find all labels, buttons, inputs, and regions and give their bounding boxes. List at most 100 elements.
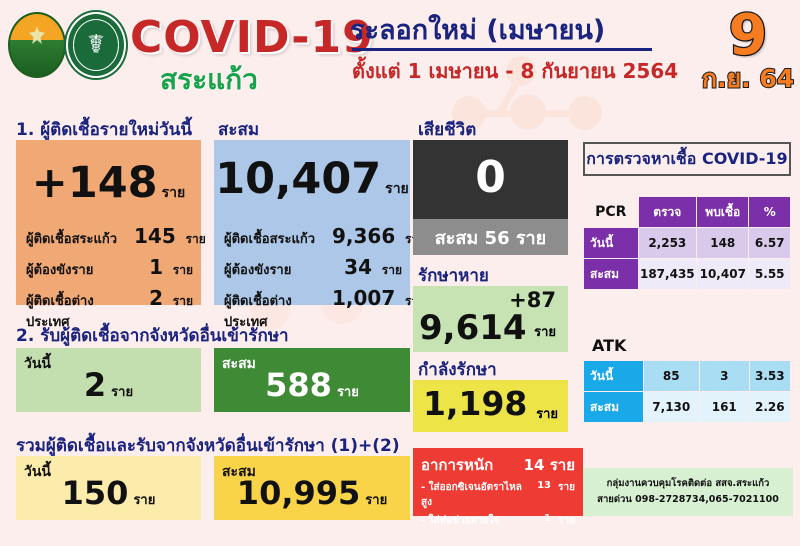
- severe-row-value: 13: [537, 480, 551, 491]
- cell-positive: 10,407: [696, 258, 750, 290]
- transfer-today-box: วันนี้ 2 ราย: [16, 348, 201, 412]
- cell-tested: 85: [642, 360, 700, 392]
- severe-title: อาการหนัก: [421, 456, 494, 474]
- transfer-cumulative-box: สะสม 588 ราย: [214, 348, 410, 412]
- deaths-title: เสียชีวิต: [418, 120, 477, 140]
- severe-row-unit: ราย: [558, 515, 575, 526]
- page-header: ☤ COVID-19 สระแก้ว ระลอกใหม่ (เมษายน) ตั…: [0, 0, 800, 112]
- total-today-value: 150: [61, 474, 129, 512]
- breakdown-value: 145: [134, 224, 176, 248]
- deaths-value: 0: [475, 152, 506, 203]
- section2-title: 2. รับผู้ติดเชื้อจากจังหวัดอื่นเข้ารักษา: [16, 326, 289, 346]
- table-header-row: PCR ตรวจ พบเชื้อ %: [583, 196, 791, 228]
- cell-tested: 7,130: [642, 391, 700, 423]
- recovered-box: +87 9,614 ราย: [413, 286, 568, 352]
- breakdown-row: ผู้ติดเชื้อต่างประเทศ 2 ราย: [26, 286, 193, 332]
- treating-value: 1,198: [423, 384, 528, 423]
- breakdown-label: ผู้ติดเชื้อต่างประเทศ: [224, 294, 292, 330]
- total-today-unit: ราย: [133, 493, 156, 508]
- cell-percent: 6.57: [748, 227, 791, 259]
- new-cases-today-unit: ราย: [161, 185, 186, 201]
- recovered-delta: +87: [509, 288, 556, 312]
- date-range: ตั้งแต่ 1 เมษายน - 8 กันยายน 2564: [352, 59, 679, 83]
- cell-percent: 3.53: [748, 360, 792, 392]
- cell-percent: 5.55: [748, 258, 791, 290]
- cell-tested: 187,435: [637, 258, 698, 290]
- cell-tested: 2,253: [637, 227, 698, 259]
- cumulative-cases-unit: ราย: [385, 181, 409, 197]
- new-cases-today-value: +148: [31, 158, 158, 208]
- testing-panel-title: การตรวจหาเชื้อ COVID-19: [583, 142, 791, 176]
- new-cases-today-box: +148 ราย ผู้ติดเชื้อสระแก้ว 145 ราย ผู้ต้…: [16, 140, 206, 330]
- severe-value: 14 ราย: [523, 456, 575, 474]
- pcr-table: PCR ตรวจ พบเชื้อ % วันนี้ 2,253 148 6.57…: [583, 196, 791, 290]
- breakdown-label: ผู้ติดเชื้อสระแก้ว: [224, 232, 316, 247]
- breakdown-row: ผู้ติดเชื้อสระแก้ว 145 ราย: [26, 224, 206, 249]
- column-header-tested: ตรวจ: [637, 196, 698, 228]
- cumulative-cases-value: 10,407: [215, 154, 382, 204]
- atk-label: ATK: [592, 336, 627, 355]
- breakdown-label: ผู้ติดเชื้อต่างประเทศ: [26, 294, 94, 330]
- table-row: วันนี้ 2,253 148 6.57: [583, 227, 791, 259]
- breakdown-unit: ราย: [185, 232, 206, 246]
- total-cumulative-value: 10,995: [236, 474, 361, 512]
- recovered-value: 9,614: [419, 308, 527, 348]
- breakdown-label: ผู้ติดเชื้อสระแก้ว: [26, 232, 118, 247]
- total-today-box: วันนี้ 150 ราย: [16, 456, 201, 520]
- treating-unit: ราย: [536, 407, 558, 422]
- sakaeo-province-seal-icon: [8, 12, 66, 78]
- transfer-cumulative-label: สะสม: [222, 356, 256, 372]
- breakdown-label: ผู้ต้องขังราย: [224, 263, 292, 278]
- breakdown-value: 9,366: [332, 224, 396, 248]
- severe-row-unit: ราย: [558, 482, 575, 493]
- severe-row-value: 1: [544, 513, 551, 524]
- cell-positive: 3: [698, 360, 750, 392]
- breakdown-row: ผู้ติดเชื้อสระแก้ว 9,366 ราย: [224, 224, 425, 249]
- pcr-label: PCR: [583, 196, 639, 228]
- total-today-label: วันนี้: [24, 464, 52, 480]
- row-label: สะสม: [583, 391, 644, 423]
- transfer-today-value: 2: [83, 366, 107, 404]
- table-row: สะสม 7,130 161 2.26: [583, 391, 792, 423]
- severe-row-label: - ใส่ออกซิเจนอัตราไหลสูง: [421, 482, 522, 508]
- table-row: สะสม 187,435 10,407 5.55: [583, 258, 791, 290]
- atk-table: วันนี้ 85 3 3.53 สะสม 7,130 161 2.26: [583, 360, 792, 423]
- totals-title: รวมผู้ติดเชื้อและรับจากจังหวัดอื่นเข้ารั…: [16, 436, 400, 456]
- date-badge-month: ก.ย. 64: [701, 64, 795, 93]
- column-header-percent: %: [748, 196, 791, 228]
- footer-contact: กลุ่มงานควบคุมโรคติดต่อ สสจ.สระแก้ว สายด…: [583, 468, 793, 516]
- breakdown-row: ผู้ติดเชื้อต่างประเทศ 1,007 ราย: [224, 286, 425, 332]
- row-label: สะสม: [583, 258, 639, 290]
- breakdown-value: 34: [344, 255, 372, 279]
- transfer-today-unit: ราย: [111, 385, 134, 400]
- footer-line-2: สายด่วน 098-2728734,065-7021100: [597, 494, 779, 505]
- cell-positive: 161: [698, 391, 750, 423]
- cell-percent: 2.26: [748, 391, 792, 423]
- transfer-today-label: วันนี้: [24, 356, 52, 372]
- date-badge: 9 ก.ย. 64: [700, 3, 796, 93]
- breakdown-value: 2: [149, 286, 163, 310]
- total-cumulative-label: สะสม: [222, 464, 256, 480]
- severe-row-label: - ใส่ท่อช่วยหายใจ: [421, 515, 500, 526]
- severe-row: - ใส่ท่อช่วยหายใจ 1 ราย: [421, 513, 575, 528]
- row-label: วันนี้: [583, 360, 644, 392]
- breakdown-row: ผู้ต้องขังราย 1 ราย: [26, 255, 193, 280]
- ministry-of-public-health-seal-icon: ☤: [66, 12, 126, 78]
- treating-box: 1,198 ราย: [413, 380, 568, 432]
- wave-title: ระลอกใหม่ (เมษายน): [350, 15, 606, 46]
- date-badge-day: 9: [727, 3, 768, 68]
- severe-cases-box: อาการหนัก 14 ราย - ใส่ออกซิเจนอัตราไหลสู…: [413, 448, 583, 526]
- section1-title: 1. ผู้ติดเชื้อรายใหม่วันนี้: [16, 120, 192, 140]
- total-cumulative-box: สะสม 10,995 ราย: [214, 456, 410, 520]
- breakdown-value: 1: [149, 255, 163, 279]
- breakdown-unit: ราย: [381, 263, 402, 277]
- row-label: วันนี้: [583, 227, 639, 259]
- breakdown-unit: ราย: [172, 263, 193, 277]
- transfer-cumulative-value: 588: [265, 366, 332, 404]
- recovered-unit: ราย: [534, 325, 556, 340]
- transfer-cumulative-unit: ราย: [336, 385, 359, 400]
- cell-positive: 148: [696, 227, 750, 259]
- deaths-cumulative: สะสม 56 ราย: [413, 219, 568, 255]
